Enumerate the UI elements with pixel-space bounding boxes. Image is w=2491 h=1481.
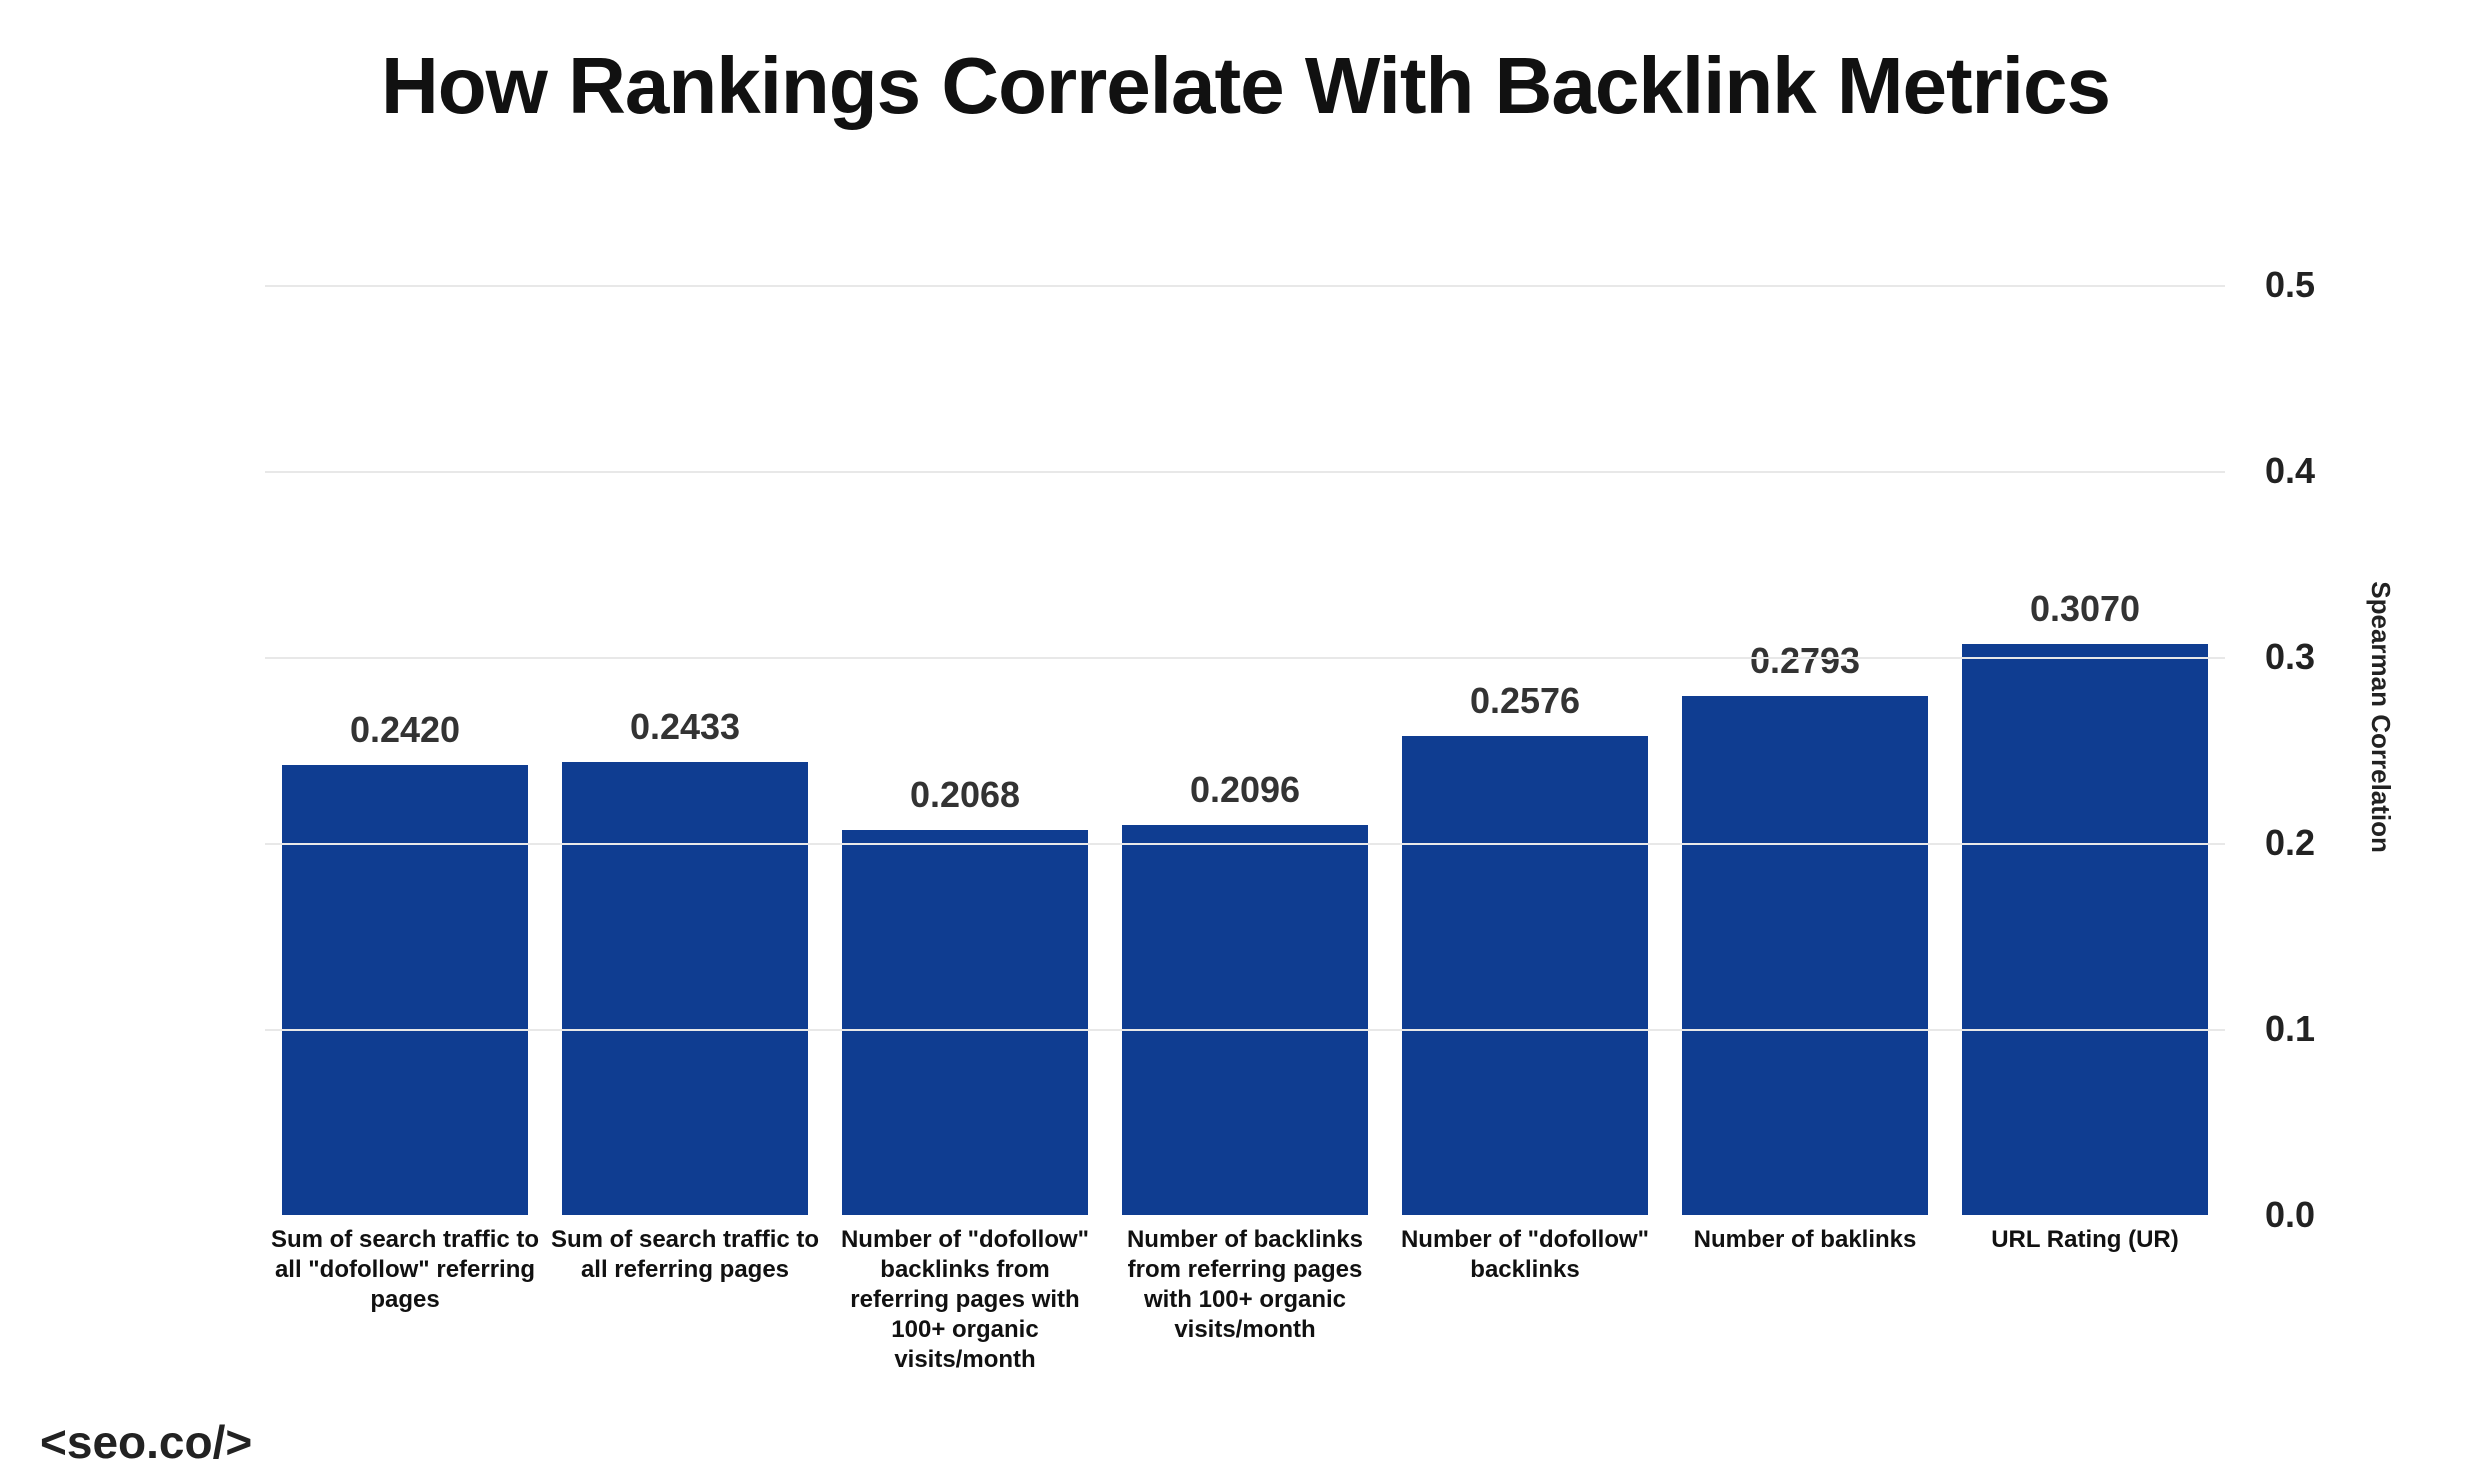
bar-slot: 0.2068 — [825, 285, 1105, 1215]
bar-value-label: 0.2096 — [1190, 769, 1300, 811]
gridline — [265, 471, 2225, 473]
x-axis-label: Sum of search traffic to all referring p… — [545, 1225, 825, 1375]
bars-row: 0.2420 0.2433 0.2068 0.2096 0.2576 0.2793 0.30… — [265, 285, 2225, 1215]
y-tick-label: 0.1 — [2265, 1008, 2315, 1050]
x-axis-label: Number of "dofollow" backlinks — [1385, 1225, 1665, 1375]
bar — [562, 762, 808, 1215]
x-axis-label: Number of baklinks — [1665, 1225, 1945, 1375]
gridline — [265, 657, 2225, 659]
bar-slot: 0.2433 — [545, 285, 825, 1215]
chart-title: How Rankings Correlate With Backlink Met… — [0, 0, 2491, 132]
chart-container: 0.24200.24330.20680.20960.25760.27930.30… — [265, 285, 2315, 1285]
y-tick-label: 0.2 — [2265, 822, 2315, 864]
y-tick-label: 0.3 — [2265, 636, 2315, 678]
bar — [842, 830, 1088, 1215]
x-axis-label: Sum of search traffic to all "dofollow" … — [265, 1225, 545, 1375]
x-labels-row: Sum of search traffic to all "dofollow" … — [265, 1225, 2225, 1375]
y-tick-label: 0.4 — [2265, 450, 2315, 492]
y-axis-title: Spearman Correlation — [2365, 581, 2396, 853]
bar — [1122, 825, 1368, 1215]
bar-slot: 0.2420 — [265, 285, 545, 1215]
bar-value-label: 0.2068 — [910, 774, 1020, 816]
bar-value-label: 0.2793 — [1750, 640, 1860, 682]
bar — [1962, 644, 2208, 1215]
gridline — [265, 285, 2225, 287]
bar — [1682, 696, 1928, 1215]
bar — [282, 765, 528, 1215]
footer-brand: <seo.co/> — [40, 1415, 252, 1469]
gridline — [265, 1029, 2225, 1031]
bar-value-label: 0.3070 — [2030, 588, 2140, 630]
bar-slot: 0.2793 — [1665, 285, 1945, 1215]
bar-slot: 0.2576 — [1385, 285, 1665, 1215]
plot-area: 0.2420 0.2433 0.2068 0.2096 0.2576 0.2793 0.30… — [265, 285, 2225, 1215]
bar-value-label: 0.2433 — [630, 706, 740, 748]
bar-slot: 0.2096 — [1105, 285, 1385, 1215]
gridline — [265, 843, 2225, 845]
bar-value-label: 0.2576 — [1470, 680, 1580, 722]
x-axis-label: URL Rating (UR) — [1945, 1225, 2225, 1375]
bar — [1402, 736, 1648, 1215]
bar-slot: 0.3070 — [1945, 285, 2225, 1215]
x-axis-label: Number of backlinks from referring pages… — [1105, 1225, 1385, 1375]
y-tick-label: 0.5 — [2265, 264, 2315, 306]
y-tick-label: 0.0 — [2265, 1194, 2315, 1236]
x-axis-label: Number of "dofollow" backlinks from refe… — [825, 1225, 1105, 1375]
bar-value-label: 0.2420 — [350, 709, 460, 751]
